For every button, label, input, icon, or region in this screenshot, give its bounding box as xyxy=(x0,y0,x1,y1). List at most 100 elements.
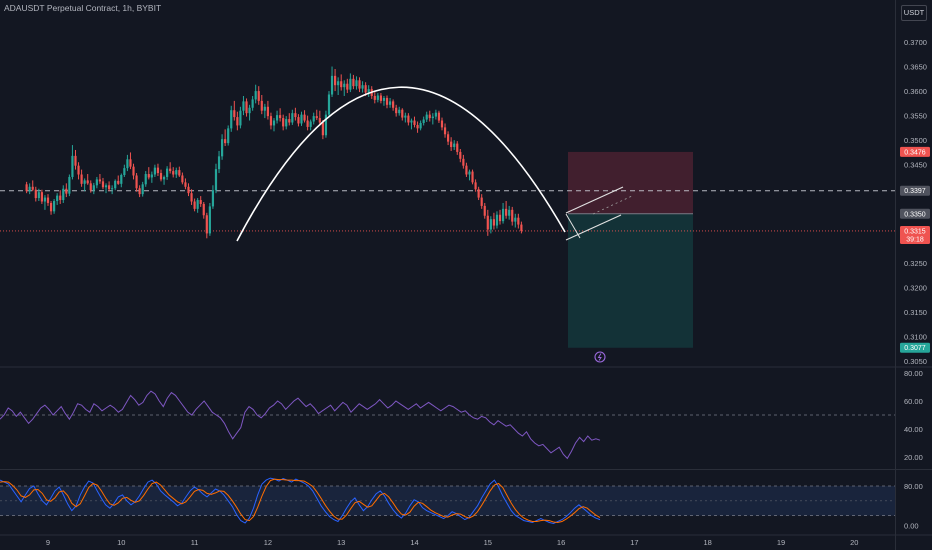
candle-body xyxy=(46,197,50,203)
price-tick-label: 0.3450 xyxy=(904,161,927,170)
candle-body xyxy=(443,127,447,135)
currency-selector[interactable]: USDT xyxy=(901,5,927,21)
candle-body xyxy=(251,99,254,108)
candle-body xyxy=(367,89,370,93)
rounding-top-arc xyxy=(236,86,566,242)
candle-body xyxy=(392,101,395,108)
candle-body xyxy=(465,165,468,175)
candle-body xyxy=(428,114,431,119)
candle-body xyxy=(401,109,404,118)
price-tick-label: 0.3600 xyxy=(904,87,927,96)
candle-body xyxy=(144,174,147,185)
candle-body xyxy=(37,192,40,199)
channel-upper-line xyxy=(565,186,624,214)
candle-body xyxy=(306,120,309,127)
time-tick-label: 15 xyxy=(484,538,492,547)
candle-body xyxy=(71,155,74,177)
candle-body xyxy=(303,114,306,121)
price-tick-label: 0.3500 xyxy=(904,136,927,145)
candle-body xyxy=(489,219,492,230)
candle-body xyxy=(43,197,47,202)
candle-body xyxy=(196,200,199,209)
candle-body xyxy=(147,174,150,178)
candle-body xyxy=(483,205,486,216)
candle-body xyxy=(269,116,273,126)
candle-body xyxy=(352,78,355,87)
candle-body xyxy=(349,78,352,90)
alert-marker-icon xyxy=(594,351,606,363)
candle-body xyxy=(132,166,135,176)
candle-body xyxy=(190,193,193,202)
candle-body xyxy=(385,97,389,105)
candle-body xyxy=(291,113,294,123)
candle-body xyxy=(141,184,144,195)
candle-body xyxy=(288,119,291,123)
candle-body xyxy=(355,80,358,87)
price-badge-text: 0.3476 xyxy=(904,149,926,156)
rsi-tick-label: 80.00 xyxy=(904,369,923,378)
price-tick-label: 0.3050 xyxy=(904,357,927,366)
candle-body xyxy=(337,81,340,86)
candle-body xyxy=(340,81,343,88)
candle-body xyxy=(68,176,71,194)
candle-body xyxy=(28,186,31,192)
candle-body xyxy=(181,175,184,183)
candle-body xyxy=(98,179,102,182)
candle-body xyxy=(224,139,227,144)
candle-body xyxy=(31,186,34,190)
price-tick-label: 0.3100 xyxy=(904,332,927,341)
candle-body xyxy=(101,181,105,188)
candle-body xyxy=(214,169,218,191)
candle-body xyxy=(77,165,80,175)
candle-body xyxy=(138,188,141,195)
candle-body xyxy=(83,180,86,184)
candle-body xyxy=(315,116,318,119)
candle-body xyxy=(474,182,477,190)
candle-body xyxy=(217,156,221,170)
candle-body xyxy=(407,115,410,123)
time-tick-label: 17 xyxy=(630,538,638,547)
candle-body xyxy=(459,151,462,159)
rsi-tick-label: 60.00 xyxy=(904,397,923,406)
candle-body xyxy=(343,83,346,88)
price-badge-target xyxy=(900,342,930,353)
candle-body xyxy=(205,215,208,234)
candle-body xyxy=(495,214,499,226)
candle-body xyxy=(49,202,53,212)
price-badge-text: 0.3315 xyxy=(904,228,926,235)
stoch-tick-label: 0.00 xyxy=(904,522,919,531)
candle-body xyxy=(434,112,437,117)
candle-body xyxy=(376,95,379,100)
candle-body xyxy=(373,95,376,100)
price-badge-text: 0.3397 xyxy=(904,188,926,195)
candle-body xyxy=(327,94,331,115)
candle-body xyxy=(34,189,37,199)
channel-mid-line xyxy=(592,195,633,215)
price-badge-level xyxy=(900,185,930,196)
candle-body xyxy=(184,182,187,187)
candle-body xyxy=(312,116,315,122)
time-tick-label: 12 xyxy=(264,538,272,547)
time-tick-label: 19 xyxy=(777,538,785,547)
candle-body xyxy=(425,114,428,120)
candle-body xyxy=(318,118,321,123)
time-tick-label: 11 xyxy=(191,538,199,547)
candle-body xyxy=(92,185,95,191)
candle-body xyxy=(233,110,236,118)
candle-body xyxy=(272,120,276,126)
candle-body xyxy=(462,158,465,166)
price-tick-label: 0.3650 xyxy=(904,63,927,72)
candle-body xyxy=(56,195,59,202)
candle-body xyxy=(333,75,337,86)
candle-body xyxy=(260,100,263,111)
candle-body xyxy=(511,209,514,222)
candle-body xyxy=(520,224,523,231)
price-badge-last xyxy=(900,225,930,244)
price-tick-label: 0.3550 xyxy=(904,112,927,121)
candle-body xyxy=(59,195,62,201)
candle-body xyxy=(172,171,175,175)
candle-body xyxy=(126,159,129,169)
candle-body xyxy=(275,115,279,121)
